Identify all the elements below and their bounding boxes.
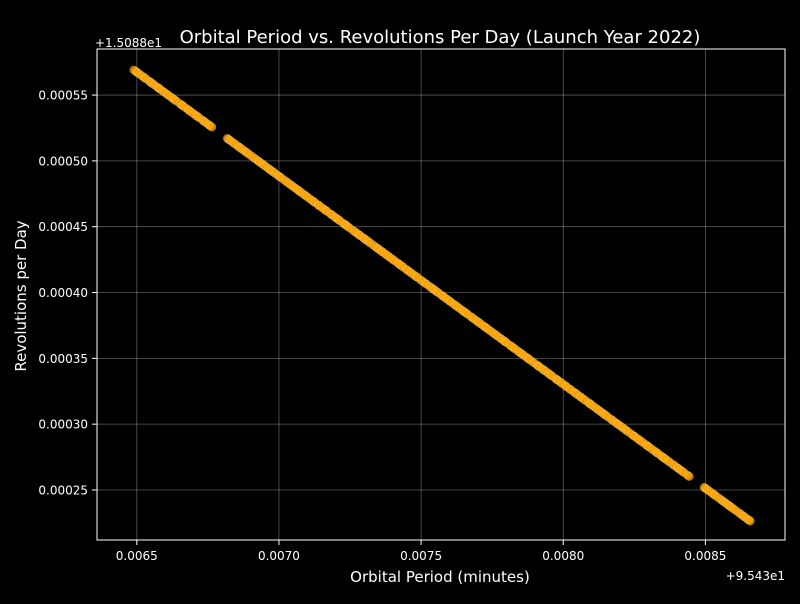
y-tick-label: 0.00050	[38, 154, 88, 168]
y-tick-label: 0.00025	[38, 483, 88, 497]
axis-ticks: 0.0065 0.0070 0.0075 0.0080 0.0085 0.00025 0.0…	[38, 89, 726, 563]
x-tick-label: 0.0085	[684, 549, 726, 563]
y-axis-label: Revolutions per Day	[12, 220, 30, 371]
data-point	[684, 471, 694, 481]
y-tick-label: 0.00055	[38, 89, 88, 103]
x-tick-label: 0.0070	[258, 549, 300, 563]
y-tick-label: 0.00035	[38, 352, 88, 366]
y-offset-label: +1.5088e1	[95, 36, 162, 50]
x-tick-label: 0.0080	[542, 549, 584, 563]
chart-title: Orbital Period vs. Revolutions Per Day (…	[180, 27, 701, 48]
data-point	[745, 516, 755, 526]
x-offset-label: +9.543e1	[726, 569, 785, 583]
data-point	[207, 122, 217, 132]
x-axis-label: Orbital Period (minutes)	[350, 568, 530, 586]
x-tick-label: 0.0075	[400, 549, 442, 563]
y-tick-label: 0.00030	[38, 418, 88, 432]
x-tick-label: 0.0065	[116, 549, 158, 563]
y-tick-label: 0.00040	[38, 286, 88, 300]
data-points	[129, 65, 755, 526]
y-tick-label: 0.00045	[38, 220, 88, 234]
plot-frame	[96, 48, 786, 541]
